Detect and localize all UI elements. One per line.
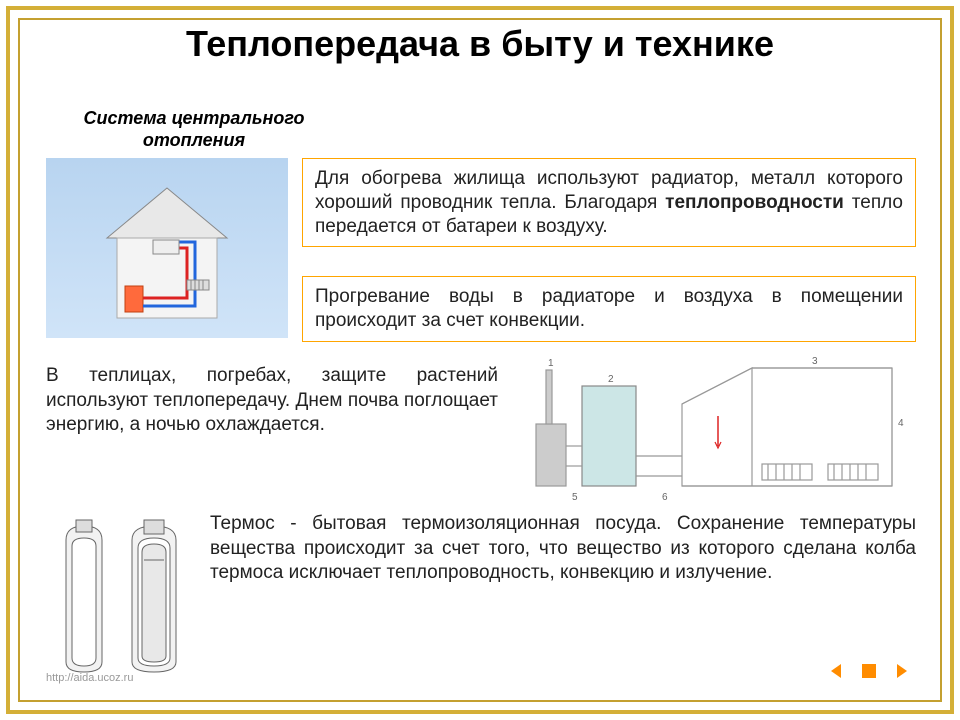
svg-text:4: 4	[898, 418, 904, 429]
svg-text:6: 6	[662, 492, 668, 503]
info-box-convection: Прогревание воды в радиаторе и воздуха в…	[302, 276, 916, 342]
paragraph-thermos: Термос - бытовая термоизоляционная посуд…	[210, 512, 916, 586]
svg-text:2: 2	[608, 374, 614, 385]
svg-text:5: 5	[572, 492, 578, 503]
svg-text:1: 1	[548, 358, 554, 369]
nav-prev-button[interactable]	[824, 660, 850, 682]
paragraph-greenhouse: В теплицах, погребах, защите растений ис…	[46, 364, 498, 438]
arrow-right-icon	[891, 662, 911, 680]
greenhouse-diagram: 1 2 3 4 6 5	[512, 346, 916, 516]
svg-text:3: 3	[812, 356, 818, 367]
footer-url: http://aida.ucoz.ru	[46, 672, 133, 684]
nav-next-button[interactable]	[888, 660, 914, 682]
box1-text-bold: теплопроводности	[665, 192, 844, 213]
info-box-conductivity: Для обогрева жилища используют радиатор,…	[302, 158, 916, 247]
thermos-diagram	[46, 512, 194, 682]
subtitle: Система центрального отопления	[64, 108, 324, 151]
nav-controls	[824, 660, 914, 682]
arrow-left-icon	[827, 662, 847, 680]
house-heating-diagram	[46, 158, 288, 338]
square-icon	[860, 662, 878, 680]
nav-home-button[interactable]	[856, 660, 882, 682]
slide-title: Теплопередача в быту и технике	[18, 24, 942, 64]
slide-content: Теплопередача в быту и технике Система ц…	[18, 18, 942, 702]
